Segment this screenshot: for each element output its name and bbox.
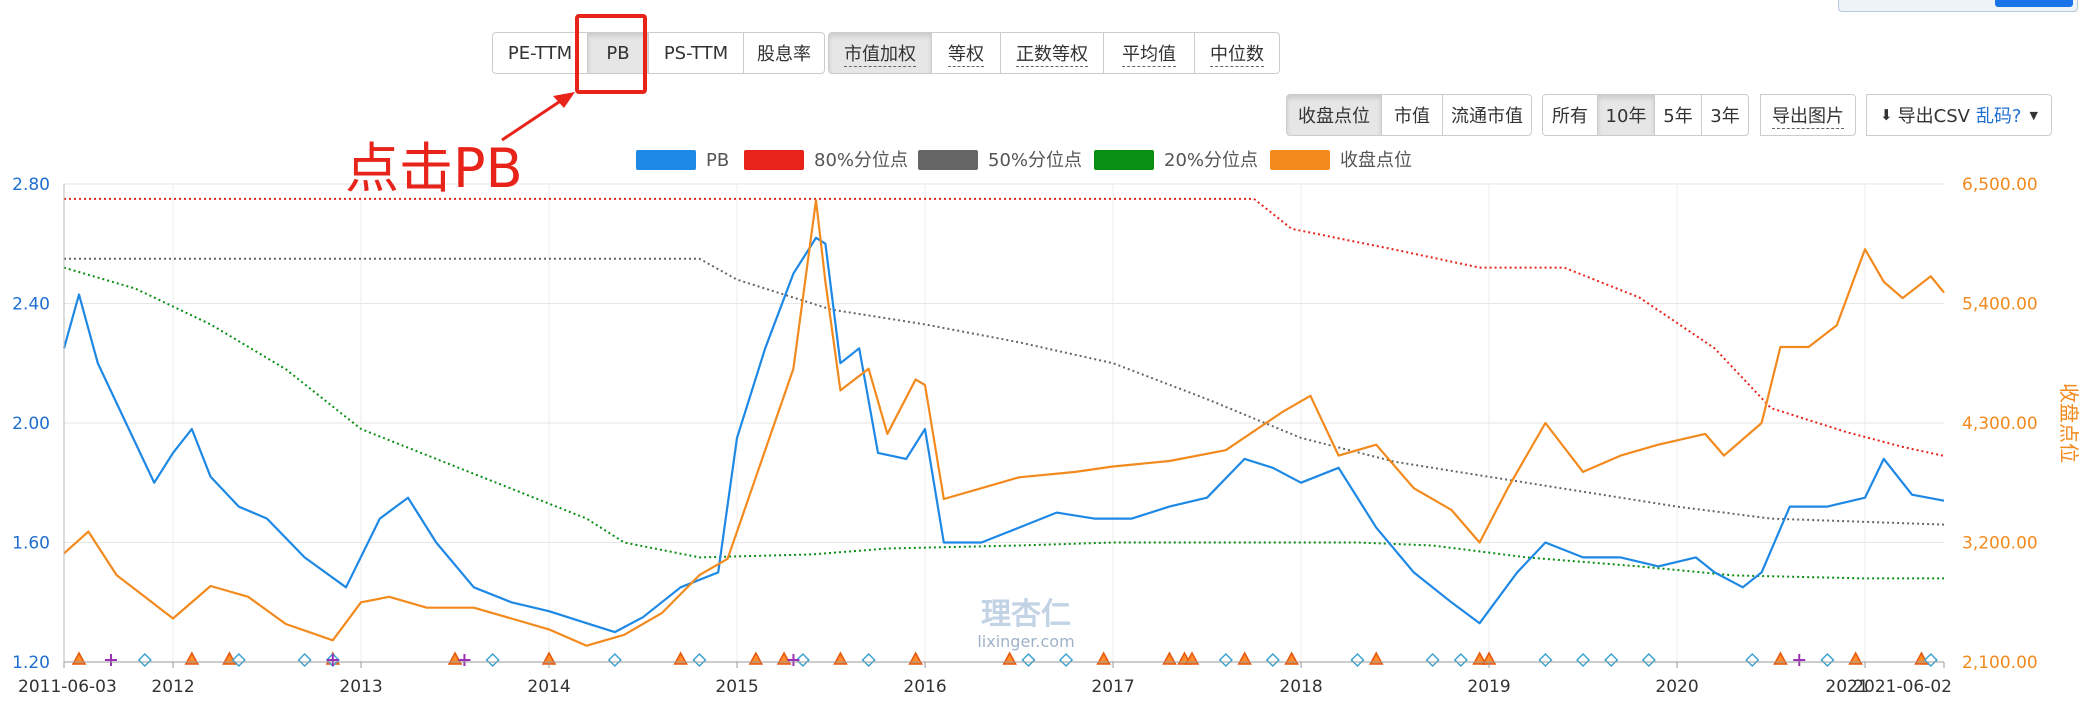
legend-swatch-1: [744, 150, 804, 170]
series-line-1: [64, 199, 1944, 456]
legend-label-0: PB: [706, 150, 729, 171]
y-right-tick: 4,300.00: [1962, 414, 2038, 434]
watermark: 理杏仁 lixinger.com: [977, 597, 1074, 651]
chart-legend: PB 80%分位点 50%分位点 20%分位点 收盘点位: [636, 150, 1412, 171]
marker-diamond: [1539, 654, 1551, 666]
y-left-tick: 1.60: [12, 534, 50, 554]
legend-label-1: 80%分位点: [814, 150, 908, 171]
watermark-text: 理杏仁: [981, 597, 1071, 632]
legend-swatch-2: [918, 150, 978, 170]
event-markers: [73, 653, 1937, 666]
x-tick-label: 2017: [1091, 677, 1134, 697]
marker-diamond: [1746, 654, 1758, 666]
y-left-tick: 2.40: [12, 295, 50, 315]
legend-swatch-3: [1094, 150, 1154, 170]
y-left-tick: 2.80: [12, 175, 50, 195]
marker-diamond: [1267, 654, 1279, 666]
marker-diamond: [1060, 654, 1072, 666]
x-tick-label: 2014: [527, 677, 570, 697]
marker-diamond: [1427, 654, 1439, 666]
x-tick-label: 2012: [151, 677, 194, 697]
x-tick-label: 2018: [1279, 677, 1322, 697]
percentile-lines: [64, 199, 1944, 579]
marker-diamond: [1455, 654, 1467, 666]
legend-label-2: 50%分位点: [988, 150, 1082, 171]
legend-swatch-4: [1270, 150, 1330, 170]
y-right-tick: 5,400.00: [1962, 295, 2038, 315]
y-right-tick: 2,100.00: [1962, 653, 2038, 673]
y-right-tick: 3,200.00: [1962, 534, 2038, 554]
legend-label-3: 20%分位点: [1164, 150, 1258, 171]
marker-diamond: [1577, 654, 1589, 666]
x-tick-label: 2015: [715, 677, 758, 697]
marker-diamond: [1220, 654, 1232, 666]
series-line-2: [64, 259, 1944, 525]
marker-diamond: [1022, 654, 1034, 666]
x-tick-label: 2020: [1655, 677, 1698, 697]
chart-grid: [64, 184, 1944, 662]
series-line-0: [64, 238, 1944, 632]
x-tick-label: 2021-06-02: [1853, 677, 1952, 697]
legend-swatch-0: [636, 150, 696, 170]
x-tick-label: 2019: [1467, 677, 1510, 697]
marker-diamond: [139, 654, 151, 666]
marker-diamond: [1351, 654, 1363, 666]
y-left-tick: 2.00: [12, 414, 50, 434]
y-right-axis-label: 收盘点位: [2057, 383, 2081, 463]
marker-diamond: [1821, 654, 1833, 666]
pb-highlight-box: [575, 14, 647, 94]
y-left-tick: 1.20: [12, 653, 50, 673]
annotation-text: 点击PB: [345, 124, 523, 203]
marker-diamond: [299, 654, 311, 666]
marker-diamond: [1605, 654, 1617, 666]
legend-label-4: 收盘点位: [1340, 150, 1412, 171]
marker-diamond: [693, 654, 705, 666]
x-tick-label: 2013: [339, 677, 382, 697]
x-tick-label: 2011-06-03: [18, 677, 117, 697]
watermark-url: lixinger.com: [977, 632, 1074, 651]
marker-diamond: [863, 654, 875, 666]
marker-diamond: [1643, 654, 1655, 666]
y-right-tick: 6,500.00: [1962, 175, 2038, 195]
marker-diamond: [487, 654, 499, 666]
marker-diamond: [609, 654, 621, 666]
x-tick-label: 2016: [903, 677, 946, 697]
